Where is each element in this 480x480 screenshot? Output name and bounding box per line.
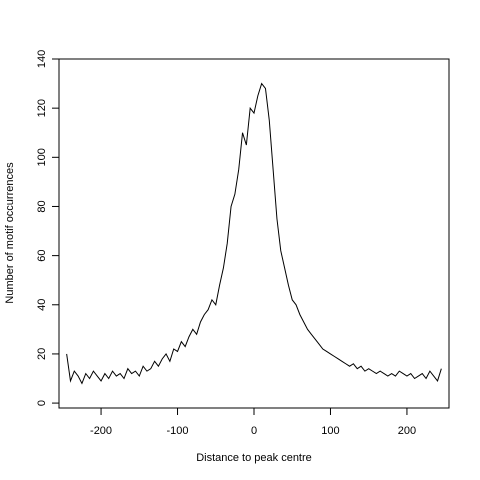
x-tick-label: 0 [251, 425, 257, 437]
x-tick-label: -100 [167, 425, 189, 437]
x-tick-label: 200 [398, 425, 416, 437]
x-axis: -200 -100 0 100 200 [90, 407, 416, 437]
y-tick-label: 100 [36, 148, 48, 166]
y-tick-label: 40 [36, 299, 48, 311]
x-axis-label: Distance to peak centre [196, 452, 312, 464]
x-tick-label: 100 [321, 425, 339, 437]
y-tick-label: 20 [36, 348, 48, 360]
y-tick-label: 120 [36, 99, 48, 117]
y-tick-label: 140 [36, 50, 48, 68]
y-tick-label: 0 [36, 400, 48, 406]
y-axis-label: Number of motif occurrences [4, 162, 16, 304]
y-tick-label: 60 [36, 249, 48, 261]
y-axis: 0 20 40 60 80 100 120 140 [36, 50, 60, 406]
x-tick-label: -200 [90, 425, 112, 437]
series-line [66, 82, 442, 385]
y-tick-label: 80 [36, 200, 48, 212]
